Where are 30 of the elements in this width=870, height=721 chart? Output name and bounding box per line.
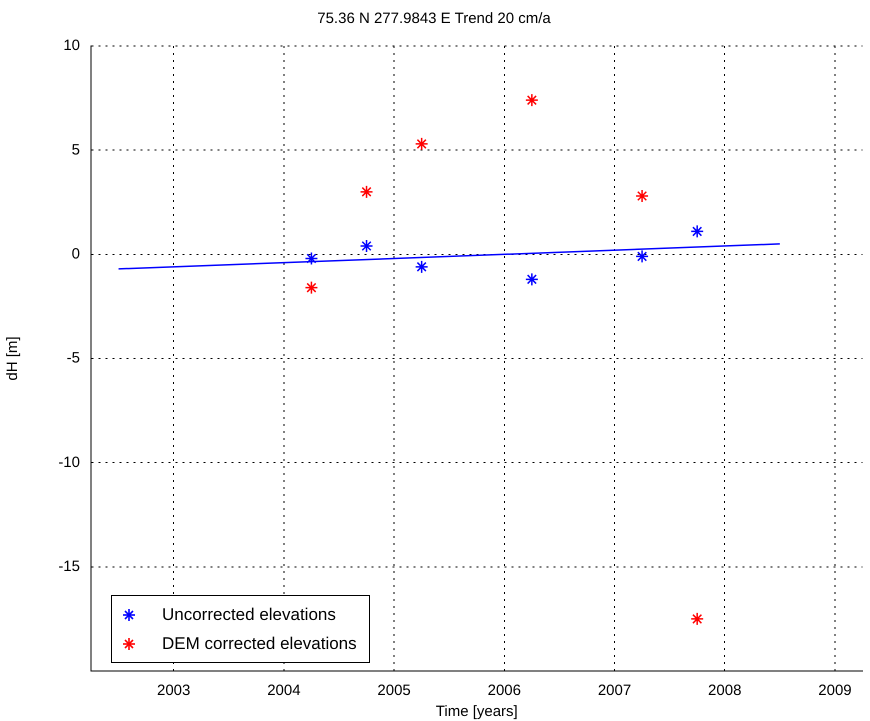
point [414, 260, 428, 274]
y-tick-label: 10 [63, 37, 80, 54]
x-tick-label: 2009 [818, 682, 852, 700]
point [360, 239, 374, 253]
y-tick-label: -15 [58, 558, 80, 575]
legend-label: DEM corrected elevations [162, 634, 357, 654]
y-tick-label: -10 [58, 454, 80, 471]
x-tick-label: 2004 [267, 682, 301, 700]
point [635, 189, 649, 203]
point [690, 224, 704, 238]
x-tick-label: 2006 [488, 682, 521, 700]
point [690, 612, 704, 626]
point [525, 272, 539, 286]
x-axis-title: Time [years] [436, 703, 518, 720]
chart-title: 75.36 N 277.9843 E Trend 20 cm/a [317, 10, 552, 28]
point [304, 252, 318, 266]
y-axis-title: dH [m] [4, 336, 22, 381]
y-tick-label: -5 [66, 350, 80, 367]
point [635, 250, 649, 264]
point [304, 280, 318, 294]
x-tick-label: 2008 [708, 682, 742, 700]
y-tick-label: 5 [72, 141, 80, 158]
point [414, 137, 428, 151]
point [360, 185, 374, 199]
x-tick-label: 2003 [156, 682, 190, 700]
point [525, 93, 539, 107]
legend-label: Uncorrected elevations [162, 604, 336, 624]
y-tick-label: 0 [72, 245, 80, 262]
x-tick-label: 2007 [598, 682, 632, 700]
x-tick-label: 2005 [377, 682, 411, 700]
